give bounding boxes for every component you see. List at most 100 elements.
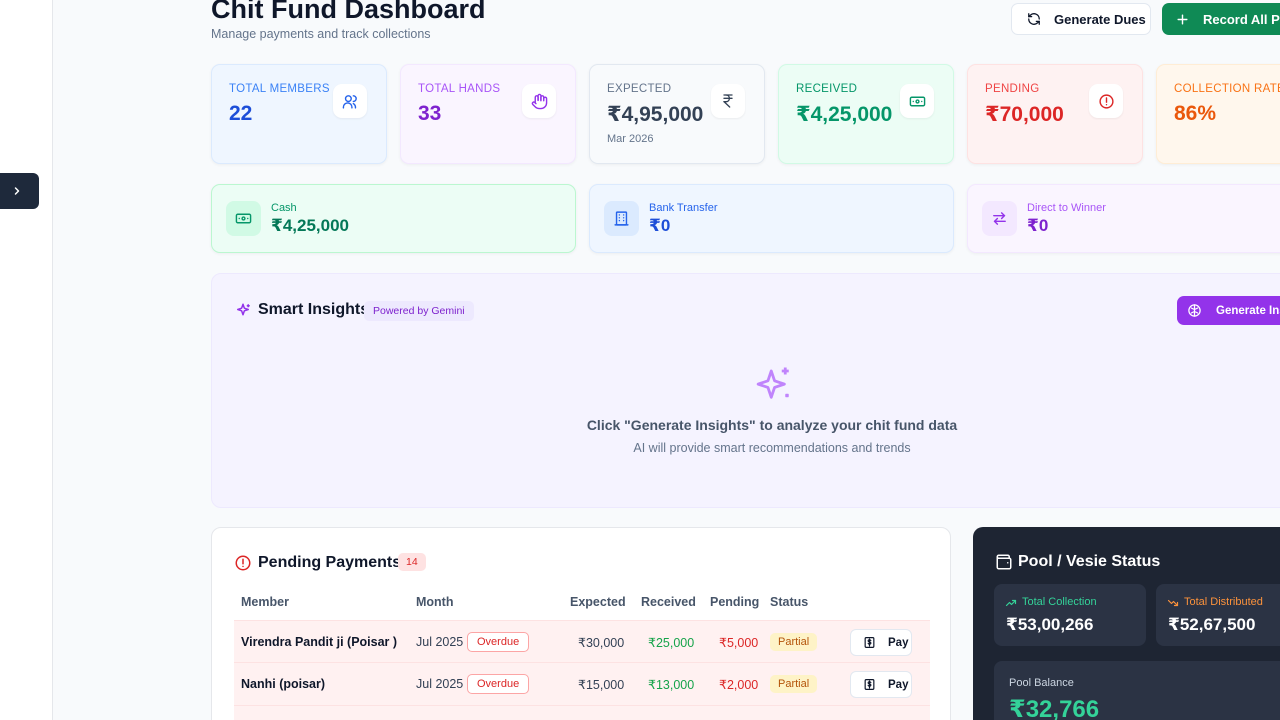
stat-label: EXPECTED xyxy=(607,83,672,95)
dollar-icon xyxy=(864,637,875,648)
method-card-direct-to-winner: Direct to Winner ₹0 xyxy=(967,184,1280,253)
transfer-icon xyxy=(982,201,1017,236)
overdue-badge: Overdue xyxy=(467,632,530,652)
insights-empty-hint: AI will provide smart recommendations an… xyxy=(633,441,911,455)
status-badge: Partial xyxy=(770,633,818,651)
hand-icon xyxy=(522,84,556,118)
pending-payments-panel: Pending Payments 14 Member Month Expecte… xyxy=(211,527,951,720)
method-card-cash: Cash ₹4,25,000 xyxy=(211,184,576,253)
refresh-icon xyxy=(1028,13,1040,25)
method-label: Cash xyxy=(271,201,297,214)
smart-insights-panel: Smart Insights Powered by Gemini Generat… xyxy=(211,273,1280,508)
pool-balance-card: Pool Balance ₹32,766 xyxy=(994,661,1280,720)
stat-label: TOTAL HANDS xyxy=(418,83,501,95)
method-label: Bank Transfer xyxy=(649,201,718,214)
table-row: Nanhi (poisar) Jul 2025 Overdue ₹15,000 … xyxy=(234,663,930,706)
column-header-status: Status xyxy=(770,595,809,609)
brain-icon xyxy=(1188,304,1201,317)
pending-count-badge: 14 xyxy=(398,553,426,571)
status-badge: Partial xyxy=(770,675,818,693)
banknote-icon xyxy=(900,84,934,118)
stat-label: PENDING xyxy=(985,83,1040,95)
record-all-label: Record All Pay xyxy=(1203,11,1280,27)
received-amount: ₹13,000 xyxy=(648,678,695,692)
total-collection-label: Total Collection xyxy=(1022,596,1097,608)
expected-amount: ₹15,000 xyxy=(578,678,625,692)
stat-value: 22 xyxy=(229,102,253,125)
method-label: Direct to Winner xyxy=(1027,201,1106,214)
pending-amount: ₹5,000 xyxy=(719,636,759,650)
page-title: Chit Fund Dashboard xyxy=(211,0,486,24)
chevron-right-icon xyxy=(14,187,19,195)
powered-by-badge: Powered by Gemini xyxy=(364,301,474,321)
total-distributed-value: ₹52,67,500 xyxy=(1168,615,1256,634)
pending-amount: ₹2,000 xyxy=(719,678,759,692)
stat-value: ₹4,25,000 xyxy=(796,103,893,126)
pay-label: Pay xyxy=(888,678,909,691)
page-subtitle: Manage payments and track collections xyxy=(211,27,431,41)
method-value: ₹0 xyxy=(1027,215,1049,235)
generate-dues-label: Generate Dues xyxy=(1054,11,1146,27)
dollar-icon xyxy=(864,679,875,690)
pay-button[interactable]: Pay xyxy=(850,629,912,656)
insights-empty-message: Click "Generate Insights" to analyze you… xyxy=(586,417,958,433)
member-name: Nanhi (poisar) xyxy=(241,677,326,691)
stat-card-received: RECEIVED ₹4,25,000 xyxy=(778,64,954,164)
method-value: ₹0 xyxy=(649,215,671,235)
generate-insights-label: Generate Insi xyxy=(1216,304,1280,317)
stat-card-total-hands: TOTAL HANDS 33 xyxy=(400,64,576,164)
trending-up-icon xyxy=(1005,599,1017,607)
pool-balance-value: ₹32,766 xyxy=(1009,696,1100,720)
trending-down-icon xyxy=(1167,599,1179,607)
method-card-bank-transfer: Bank Transfer ₹0 xyxy=(589,184,954,253)
generate-insights-button[interactable]: Generate Insi xyxy=(1177,296,1280,325)
sidebar xyxy=(0,0,53,720)
generate-dues-button[interactable]: Generate Dues xyxy=(1011,3,1151,35)
total-distributed-label: Total Distributed xyxy=(1184,596,1263,608)
wallet-icon xyxy=(996,554,1012,570)
alert-circle-icon xyxy=(235,555,251,571)
stat-label: COLLECTION RATE xyxy=(1174,83,1280,95)
total-distributed-card: Total Distributed ₹52,67,500 xyxy=(1156,584,1280,646)
banknote-icon xyxy=(226,201,261,236)
received-amount: ₹25,000 xyxy=(648,636,695,650)
table-row xyxy=(234,706,930,720)
stat-card-collection-rate: COLLECTION RATE 86% xyxy=(1156,64,1280,164)
pool-status-title: Pool / Vesie Status xyxy=(1018,553,1161,570)
plus-icon xyxy=(1177,13,1188,25)
stat-value: 86% xyxy=(1174,102,1217,125)
total-collection-value: ₹53,00,266 xyxy=(1006,615,1094,634)
insights-title: Smart Insights xyxy=(258,301,370,318)
sidebar-expand-button[interactable] xyxy=(0,173,39,209)
pay-button[interactable]: Pay xyxy=(850,671,912,698)
alert-circle-icon xyxy=(1089,84,1123,118)
pool-balance-label: Pool Balance xyxy=(1009,677,1074,689)
stat-card-pending: PENDING ₹70,000 xyxy=(967,64,1143,164)
pool-status-panel: Pool / Vesie Status Total Collection ₹53… xyxy=(973,527,1280,720)
column-header-received: Received xyxy=(641,595,696,609)
column-header-member: Member xyxy=(241,595,289,609)
sparkles-icon xyxy=(756,367,789,399)
stat-label: RECEIVED xyxy=(796,83,858,95)
sparkles-icon xyxy=(237,303,250,316)
stat-value: ₹4,95,000 xyxy=(607,103,704,126)
column-header-month: Month xyxy=(416,595,454,609)
method-value: ₹4,25,000 xyxy=(271,215,350,235)
stat-card-expected: EXPECTED ₹4,95,000 Mar 2026 xyxy=(589,64,765,164)
users-icon xyxy=(333,84,367,118)
column-header-expected: Expected xyxy=(570,595,626,609)
stat-period: Mar 2026 xyxy=(607,133,654,145)
column-header-pending: Pending xyxy=(710,595,760,609)
expected-amount: ₹30,000 xyxy=(578,636,625,650)
member-name: Virendra Pandit ji (Poisar ) xyxy=(241,635,398,649)
pay-label: Pay xyxy=(888,636,909,649)
stat-label: TOTAL MEMBERS xyxy=(229,83,330,95)
stat-card-total-members: TOTAL MEMBERS 22 xyxy=(211,64,387,164)
due-month: Jul 2025 xyxy=(416,677,464,691)
table-row: Virendra Pandit ji (Poisar ) Jul 2025 Ov… xyxy=(234,620,930,663)
due-month: Jul 2025 xyxy=(416,635,464,649)
overdue-badge: Overdue xyxy=(467,674,530,694)
bank-icon xyxy=(604,201,639,236)
record-all-payments-button[interactable]: Record All Pay xyxy=(1162,3,1280,35)
rupee-icon xyxy=(711,84,745,118)
